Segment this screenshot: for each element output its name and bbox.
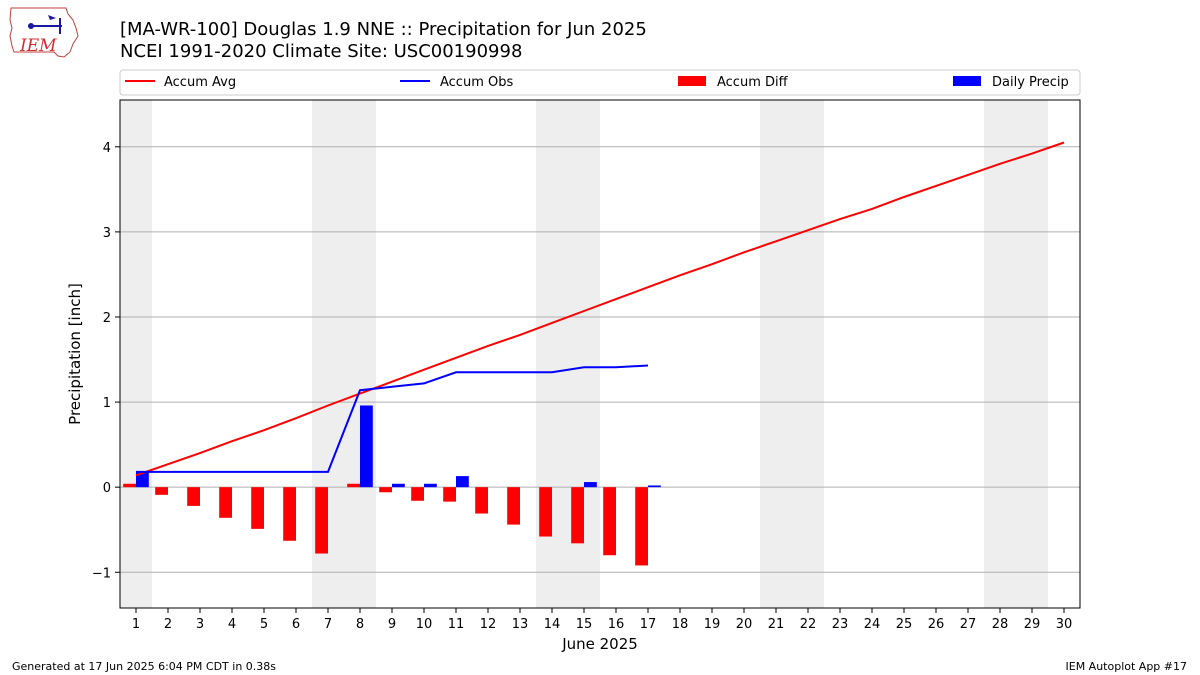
legend-label-accum-diff: Accum Diff bbox=[717, 75, 789, 90]
accum-diff-bar bbox=[219, 487, 232, 518]
daily-precip-bar bbox=[360, 405, 373, 488]
y-tick-label: 4 bbox=[103, 141, 111, 156]
legend-label-accum-obs: Accum Obs bbox=[440, 75, 513, 90]
accum-diff-bar bbox=[155, 487, 168, 495]
x-tick-label: 18 bbox=[672, 617, 689, 632]
x-tick-label: 17 bbox=[640, 617, 657, 632]
legend-label-daily-precip: Daily Precip bbox=[992, 75, 1069, 90]
x-tick-label: 1 bbox=[132, 617, 140, 632]
accum-diff-bar bbox=[379, 487, 392, 493]
daily-precip-bar bbox=[136, 471, 149, 488]
logo-flag bbox=[48, 15, 56, 20]
accum-diff-bar bbox=[475, 487, 488, 514]
x-tick-label: 12 bbox=[480, 617, 497, 632]
x-tick-label: 23 bbox=[832, 617, 849, 632]
accum-avg-line bbox=[135, 141, 1065, 477]
accum-diff-bar bbox=[187, 487, 200, 506]
x-tick-label: 29 bbox=[1024, 617, 1041, 632]
y-gridlines bbox=[120, 146, 1080, 573]
y-tick-label: 1 bbox=[103, 396, 111, 411]
accum-diff-bar bbox=[251, 487, 264, 529]
y-tick-label: −1 bbox=[92, 566, 111, 581]
x-tick-label: 6 bbox=[292, 617, 300, 632]
x-tick-label: 25 bbox=[896, 617, 913, 632]
logo-dot bbox=[28, 23, 34, 29]
legend-box bbox=[119, 69, 1081, 96]
weekend-band bbox=[760, 100, 824, 608]
x-tick-label: 20 bbox=[736, 617, 753, 632]
x-tick-label: 3 bbox=[196, 617, 204, 632]
x-tick-label: 16 bbox=[608, 617, 625, 632]
accum-diff-bar bbox=[571, 487, 584, 544]
y-axis-label: Precipitation [inch] bbox=[66, 283, 84, 425]
accum-obs-line bbox=[136, 364, 649, 473]
x-tick-label: 4 bbox=[228, 617, 236, 632]
daily-precip-bar bbox=[392, 483, 405, 488]
plot-frame bbox=[119, 99, 1081, 609]
x-tick-label: 14 bbox=[544, 617, 561, 632]
chart-title-line1: [MA-WR-100] Douglas 1.9 NNE :: Precipita… bbox=[120, 19, 647, 40]
x-tick-label: 13 bbox=[512, 617, 529, 632]
x-tick-label: 7 bbox=[324, 617, 332, 632]
x-tick-label: 15 bbox=[576, 617, 593, 632]
footer-app: IEM Autoplot App #17 bbox=[1066, 660, 1188, 673]
accum-diff-bar bbox=[411, 487, 424, 501]
accum-diff-bar bbox=[635, 487, 648, 566]
accum-diff-bar bbox=[347, 483, 360, 488]
x-tick-label: 28 bbox=[992, 617, 1009, 632]
accum-diff-bar bbox=[443, 487, 456, 502]
x-tick-label: 8 bbox=[356, 617, 364, 632]
logo-text: IEM bbox=[19, 36, 57, 56]
accum-diff-bar bbox=[507, 487, 520, 525]
weekend-band bbox=[984, 100, 1048, 608]
x-tick-label: 27 bbox=[960, 617, 977, 632]
x-tick-label: 5 bbox=[260, 617, 268, 632]
x-tick-label: 24 bbox=[864, 617, 881, 632]
daily-precip-bar bbox=[456, 476, 469, 488]
y-tick-label: 3 bbox=[103, 226, 111, 241]
y-tick-label: 2 bbox=[103, 311, 111, 326]
bars bbox=[123, 405, 661, 566]
x-tick-label: 2 bbox=[164, 617, 172, 632]
x-tick-label: 19 bbox=[704, 617, 721, 632]
daily-precip-bar bbox=[424, 483, 437, 488]
accum-diff-bar bbox=[283, 487, 296, 541]
legend-label-accum-avg: Accum Avg bbox=[164, 75, 236, 90]
x-axis-ticks: 1 2 3 4 5 6 7 8 9 10 11 12 13 14 15 16 17 18 19 20 21 22 23 24 2… bbox=[132, 608, 1072, 632]
legend-swatch-daily-precip bbox=[953, 76, 981, 86]
lines bbox=[135, 141, 1065, 477]
y-axis-ticks: −1 0 1 2 3 4 bbox=[92, 141, 120, 581]
accum-diff-bar bbox=[315, 487, 328, 554]
x-axis-label: June 2025 bbox=[561, 635, 638, 653]
iowa-outline bbox=[9, 7, 79, 58]
x-tick-label: 21 bbox=[768, 617, 785, 632]
x-tick-label: 10 bbox=[416, 617, 433, 632]
weekend-band bbox=[120, 100, 152, 608]
x-tick-label: 11 bbox=[448, 617, 465, 632]
daily-precip-bar bbox=[648, 485, 661, 488]
x-tick-label: 30 bbox=[1056, 617, 1073, 632]
accum-diff-bar bbox=[539, 487, 552, 537]
chart-title-line2: NCEI 1991-2020 Climate Site: USC00190998 bbox=[120, 41, 522, 62]
legend-swatch-accum-diff bbox=[678, 76, 706, 86]
daily-precip-bar bbox=[584, 482, 597, 488]
accum-diff-bar bbox=[123, 483, 136, 488]
iem-logo: IEM bbox=[9, 7, 79, 58]
y-tick-label: 0 bbox=[103, 481, 111, 496]
footer-generated: Generated at 17 Jun 2025 6:04 PM CDT in … bbox=[12, 660, 276, 673]
x-tick-label: 26 bbox=[928, 617, 945, 632]
x-tick-label: 22 bbox=[800, 617, 817, 632]
weekend-shading bbox=[120, 100, 1048, 608]
accum-diff-bar bbox=[603, 487, 616, 556]
legend: Accum Avg Accum Obs Accum Diff Daily Pre… bbox=[119, 69, 1081, 96]
x-tick-label: 9 bbox=[388, 617, 396, 632]
